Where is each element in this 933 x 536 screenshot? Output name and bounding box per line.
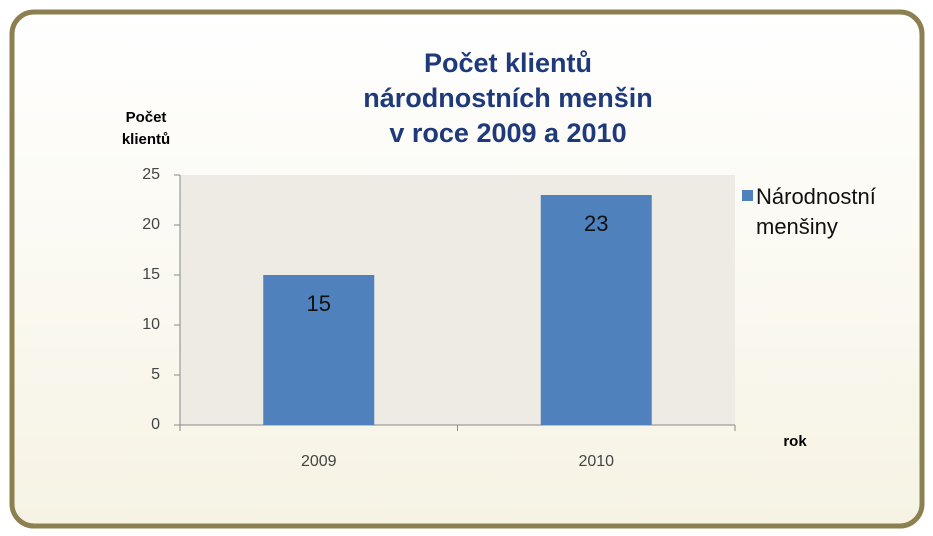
chart-title: v roce 2009 a 2010 bbox=[389, 118, 626, 148]
chart-title: Počet klientů bbox=[424, 48, 592, 78]
x-tick-label: 2010 bbox=[578, 453, 614, 470]
bar bbox=[263, 275, 375, 425]
x-axis-label: rok bbox=[783, 433, 807, 450]
y-tick-label: 25 bbox=[142, 166, 160, 183]
legend-swatch bbox=[742, 190, 753, 201]
y-axis-label: klientů bbox=[122, 131, 170, 148]
y-axis-label: Počet bbox=[126, 109, 167, 126]
legend-label: Národnostní menšiny bbox=[756, 184, 876, 239]
data-label: 23 bbox=[584, 211, 608, 236]
y-tick-label: 20 bbox=[142, 216, 160, 233]
y-tick-label: 0 bbox=[151, 416, 160, 433]
chart-title: národnostních menšin bbox=[363, 83, 653, 113]
x-tick-label: 2009 bbox=[301, 453, 337, 470]
y-tick-label: 10 bbox=[142, 316, 160, 333]
bar bbox=[540, 195, 652, 425]
data-label: 15 bbox=[307, 291, 331, 316]
y-tick-label: 5 bbox=[151, 366, 160, 383]
y-tick-label: 15 bbox=[142, 266, 160, 283]
